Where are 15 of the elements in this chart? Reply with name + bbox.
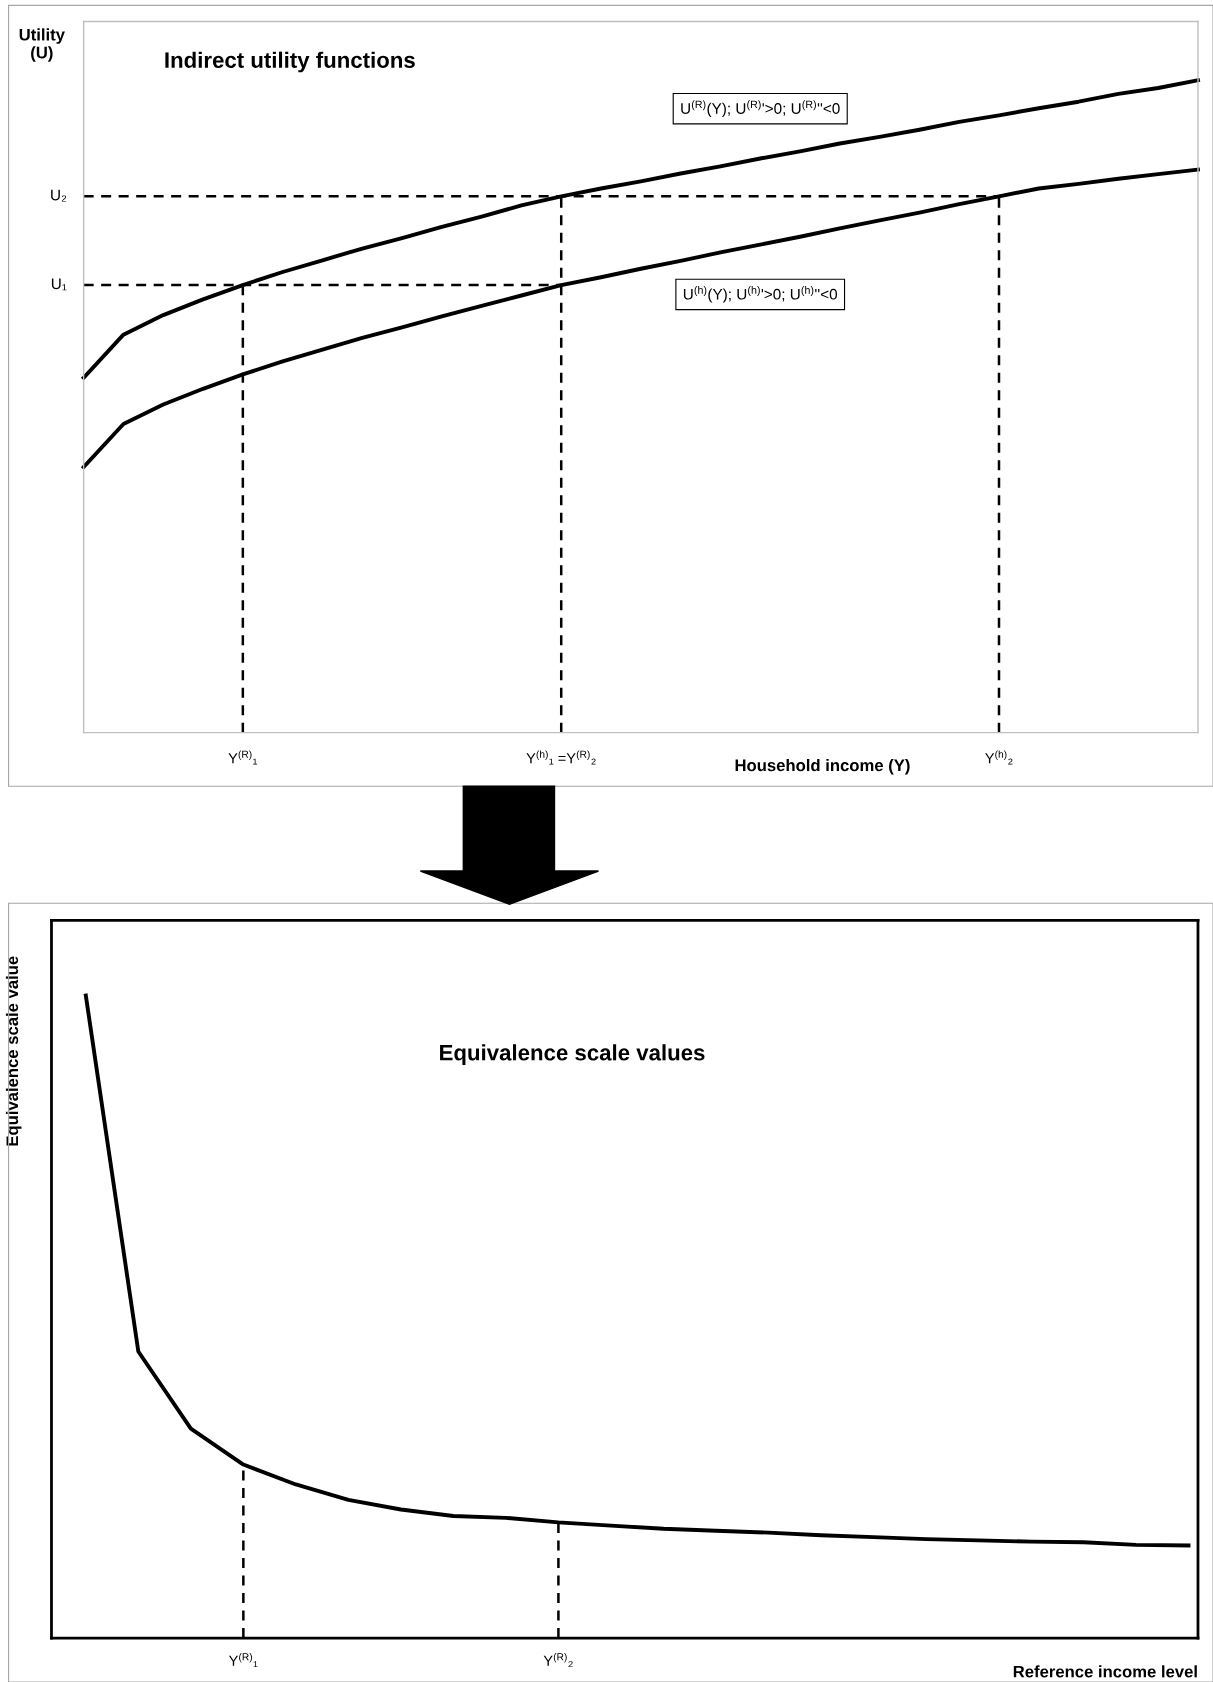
series-label: U$^{(R)}$(Y); U$^{(R)}$'>0; U$^{(R)}$''<0: [681, 100, 840, 117]
text: Equivalence scale values: [440, 1044, 705, 1065]
chart-title: Indirect utility functions: [165, 51, 415, 73]
x-tick-label: Y$^{(h)}$₁ =Y$^{(R)}$₂: [526, 750, 596, 765]
x-axis-title: Reference income level: [1013, 1665, 1197, 1678]
x-tick-label: Y$^{(R)}$₁: [228, 1652, 258, 1668]
x-tick-label: Y$^{(h)}$₂: [985, 750, 1013, 765]
x-tick-label: Y$^{(R)}$₁: [228, 750, 258, 765]
text: U₁: [51, 278, 67, 291]
x-tick-label: Y$^{(R)}$₂: [543, 1652, 573, 1668]
y-axis-title: Equivalence scale value: [5, 956, 22, 1146]
x-axis-title: Household income (Y): [735, 758, 910, 775]
text: U₂: [51, 189, 67, 202]
series-label: U$^{(h)}$(Y); U$^{(h)}$'>0; U$^{(h)}$''<0: [683, 286, 838, 303]
y-axis-title: Utility (U): [19, 28, 65, 62]
